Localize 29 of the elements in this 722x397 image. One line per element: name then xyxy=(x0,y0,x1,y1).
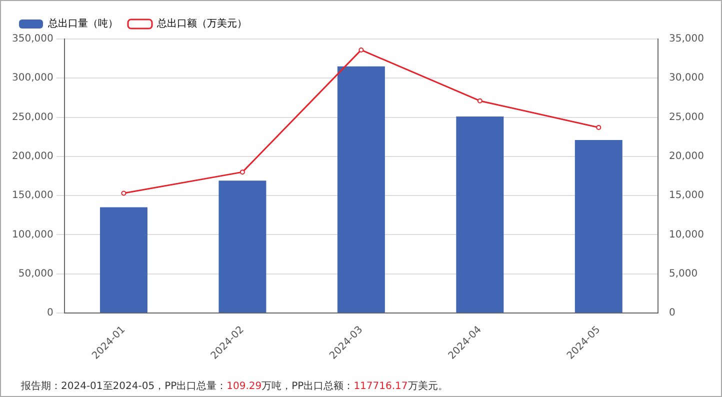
point xyxy=(240,170,245,175)
y2-tick-label: 35,000 xyxy=(669,34,704,45)
bar xyxy=(218,180,266,312)
y-tick-label: 0 xyxy=(46,308,54,319)
y2-tick-label: 30,000 xyxy=(669,72,704,84)
bar xyxy=(337,66,385,312)
point xyxy=(121,190,126,196)
y2-tick-label: 5,000 xyxy=(669,268,698,280)
y-tick-label: 50,000 xyxy=(18,268,54,280)
y-tick-label: 250,000 xyxy=(12,112,54,123)
point xyxy=(477,98,482,104)
y-tick-label: 150,000 xyxy=(12,190,54,202)
legend-label: 总出口额（万美元） xyxy=(156,18,247,30)
bar xyxy=(100,207,148,312)
text: 报告期：2024-01至2024-05，PP出口总量：109.29万吨，PP出口总额：117716.17万美元。 xyxy=(21,381,448,392)
legend-label: 总出口量（吨） xyxy=(47,18,118,30)
y-tick-label: 350,000 xyxy=(12,34,54,45)
point xyxy=(596,124,602,130)
y2-tick-label: 15,000 xyxy=(669,190,704,202)
y-tick-label: 300,000 xyxy=(12,72,54,84)
y2-tick-label: 25,000 xyxy=(669,112,704,123)
bar xyxy=(456,116,504,312)
y-tick-label: 200,000 xyxy=(12,151,54,162)
y2-tick-label: 0 xyxy=(669,308,676,319)
y-tick-label: 100,000 xyxy=(12,229,54,240)
y2-tick-label: 10,000 xyxy=(669,229,704,240)
bar xyxy=(574,140,622,312)
y2-tick-label: 20,000 xyxy=(669,151,704,162)
point xyxy=(358,47,364,52)
